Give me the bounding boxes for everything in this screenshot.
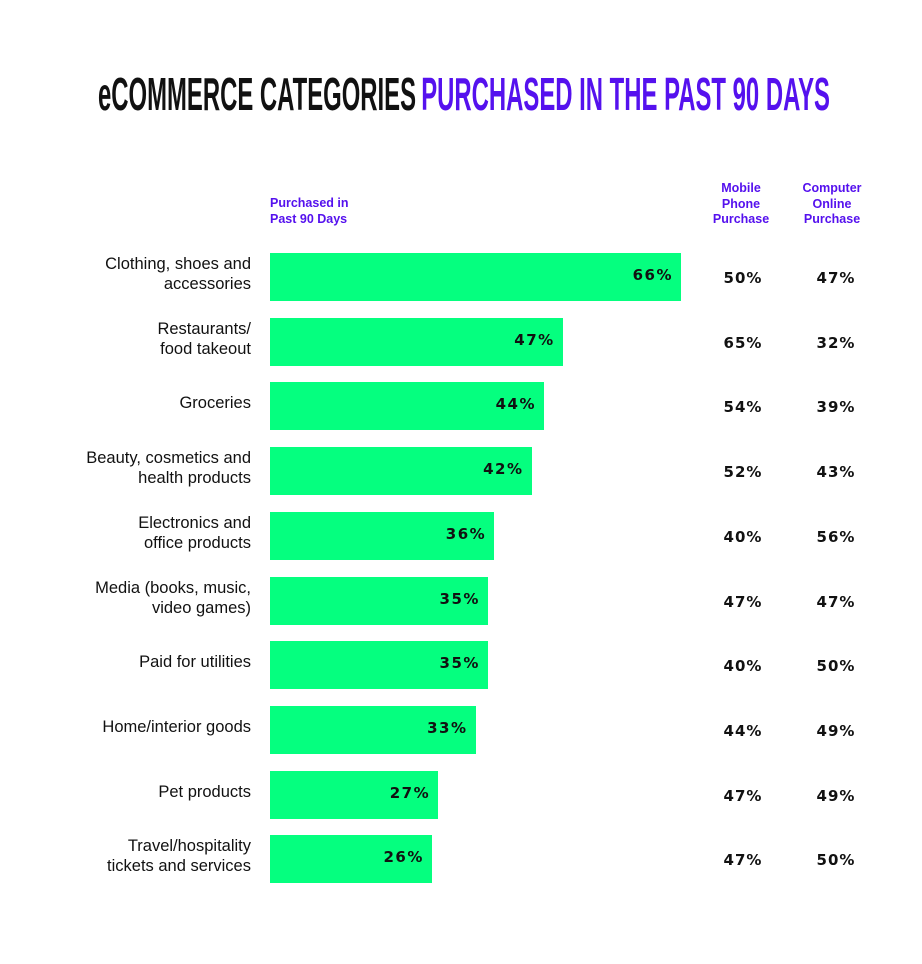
bar-value-label: 44%	[495, 395, 536, 414]
computer-value: 49%	[816, 786, 856, 805]
mobile-value: 47%	[723, 592, 763, 611]
category-label-line: health products	[138, 469, 251, 488]
category-label: Pet products	[158, 782, 251, 802]
bar: 35%	[270, 641, 488, 690]
category-label-line: Electronics and	[138, 513, 251, 532]
bar-value-label: 47%	[514, 330, 555, 349]
bar: 33%	[270, 705, 476, 754]
category-label-line: Clothing, shoes and	[105, 255, 251, 273]
category-label: Media (books, music, video games)	[95, 578, 251, 618]
header-mobile: Mobile Phone Purchase	[712, 181, 770, 226]
category-label-line: video games)	[151, 598, 251, 617]
bar: 66%	[270, 253, 681, 301]
bar-value-label: 33%	[427, 718, 468, 737]
bar: 35%	[270, 576, 488, 625]
bar: 27%	[270, 770, 439, 819]
category-label-line: office products	[143, 533, 251, 552]
computer-value: 50%	[816, 851, 856, 870]
category-label-line: Media (books, music,	[95, 578, 251, 597]
bar-value-label: 36%	[445, 524, 487, 543]
category-label-line: Travel/hospitality	[127, 837, 251, 856]
category-label-line: accessories	[163, 275, 251, 293]
mobile-value: 40%	[723, 527, 763, 546]
mobile-value: 47%	[723, 786, 763, 805]
computer-value: 32%	[816, 333, 856, 352]
computer-value: 50%	[816, 657, 856, 676]
category-label: Clothing, shoes and accessories	[105, 254, 251, 294]
mobile-value: 40%	[723, 657, 763, 676]
category-label-line: Restaurants/	[157, 319, 251, 338]
mobile-value: 44%	[723, 721, 763, 740]
mobile-value: 65%	[723, 333, 763, 352]
title-part-2: PURCHASED IN THE PAST 90 DAYS	[421, 68, 830, 120]
chart-title: eCOMMERCE CATEGORIESPURCHASED IN THE PAS…	[98, 68, 830, 120]
category-label: Beauty, cosmetics and health products	[86, 448, 251, 488]
title-part-1: eCOMMERCE CATEGORIES	[98, 68, 416, 120]
bar-value-label: 35%	[439, 589, 480, 608]
bar-value-label: 27%	[389, 783, 431, 802]
computer-value: 49%	[816, 721, 856, 740]
category-label-line: Beauty, cosmetics and	[86, 449, 251, 468]
bar: 42%	[270, 447, 532, 496]
category-label: Groceries	[179, 393, 251, 413]
category-label-line: Pet products	[158, 782, 251, 801]
category-label: Restaurants/food takeout	[157, 319, 251, 359]
mobile-value: 54%	[723, 398, 763, 417]
bar-value-label: 26%	[383, 848, 424, 867]
bar: 44%	[270, 382, 544, 431]
category-label: Home/interior goods	[102, 717, 251, 737]
category-label-line: Groceries	[179, 394, 251, 413]
mobile-value: 52%	[723, 463, 763, 482]
svg-text:eCOMMERCE CATEGORIESPURCHASED: eCOMMERCE CATEGORIESPURCHASED IN THE PAS…	[98, 68, 830, 120]
bar-value-label: 42%	[483, 460, 524, 479]
category-label-line: Paid for utilities	[139, 653, 251, 672]
category-label: Paid for utilities	[139, 652, 251, 672]
header-computer: Computer Online Purchase	[802, 181, 862, 226]
computer-value: 47%	[816, 592, 856, 611]
category-label: Travel/hospitality tickets and services	[107, 836, 251, 876]
category-label: Electronics and office products	[138, 513, 251, 553]
header-purchased: Purchased in Past 90 Days	[270, 196, 349, 226]
bar-value-label: 66%	[632, 266, 673, 284]
mobile-value: 50%	[723, 269, 763, 287]
category-label-line: food takeout	[160, 339, 251, 358]
category-label-line: tickets and services	[107, 857, 251, 876]
bar-value-label: 35%	[439, 654, 480, 673]
computer-value: 43%	[816, 463, 856, 482]
computer-value: 39%	[816, 398, 856, 417]
category-label-line: Home/interior goods	[102, 717, 251, 736]
computer-value: 56%	[816, 527, 856, 546]
bar: 36%	[270, 511, 495, 560]
bar: 47%	[270, 317, 563, 366]
mobile-value: 47%	[723, 851, 763, 870]
bar: 26%	[270, 835, 432, 884]
computer-value: 47%	[816, 269, 856, 287]
